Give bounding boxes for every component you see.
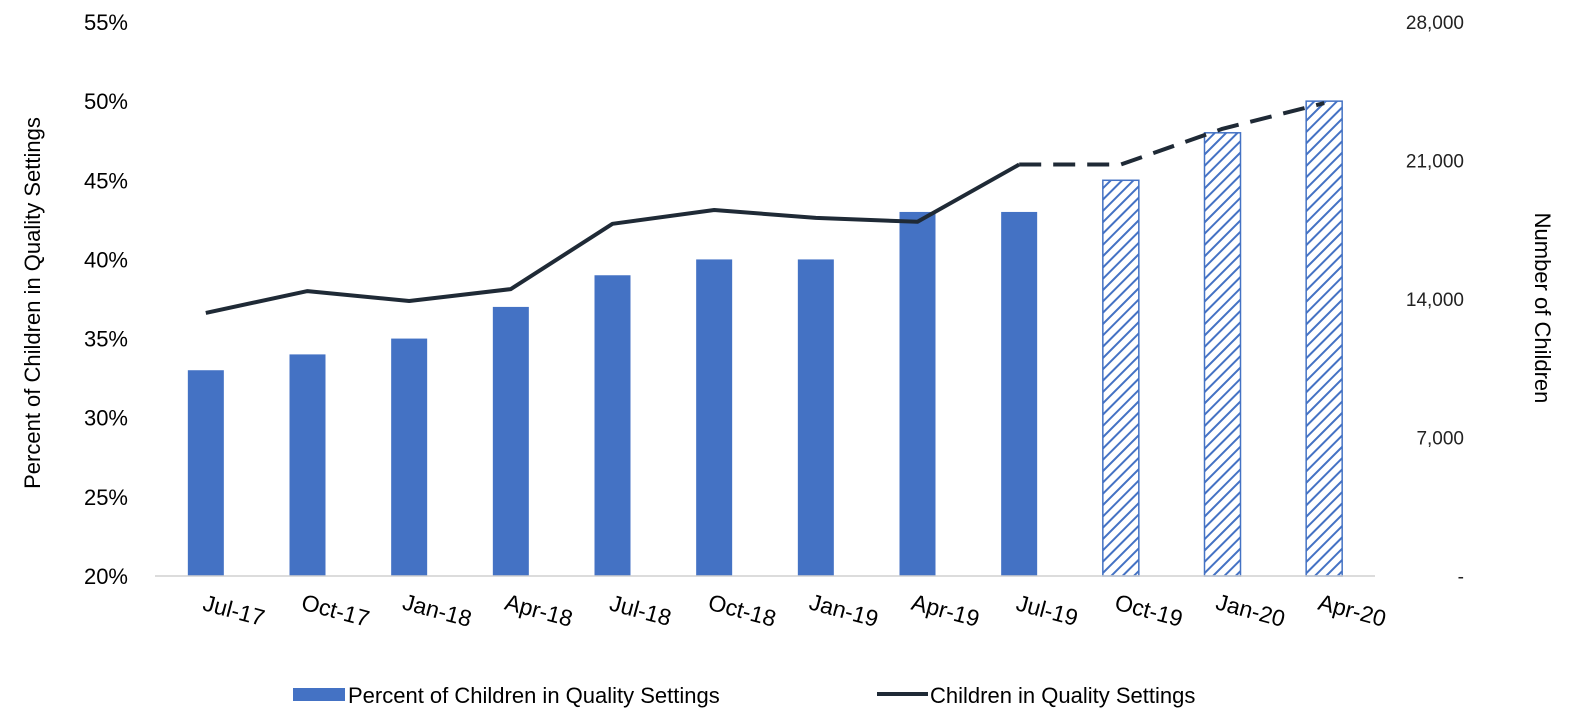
- x-tick-label: Jan-18: [400, 589, 475, 632]
- bar-projected: [1203, 132, 1242, 577]
- y-axis-right-label: Number of Children: [1530, 213, 1555, 404]
- right-axis-ticks: - 7,000 14,000 21,000 28,000: [1406, 13, 1464, 588]
- bar: [696, 259, 733, 576]
- x-tick-label: Oct-17: [299, 589, 372, 632]
- y-right-tick-label: 14,000: [1406, 290, 1464, 311]
- bar: [492, 306, 529, 576]
- x-tick-label: Oct-19: [1112, 589, 1185, 632]
- line-series: [205, 101, 1325, 315]
- legend-label-count: Children in Quality Settings: [930, 683, 1195, 708]
- y-left-tick-label: 55%: [84, 10, 128, 35]
- x-tick-label: Apr-18: [502, 589, 575, 632]
- bar: [594, 275, 631, 576]
- x-tick-label: Oct-18: [706, 589, 779, 632]
- x-tick-label: Jan-19: [807, 589, 882, 632]
- y-left-tick-label: 25%: [84, 485, 128, 510]
- bar-projected: [1102, 179, 1140, 577]
- legend-item-percent: Percent of Children in Quality Settings: [293, 683, 720, 708]
- x-tick-label: Apr-20: [1316, 589, 1389, 632]
- left-axis-ticks: 20% 25% 30% 35% 40% 45% 50% 55%: [84, 10, 128, 589]
- y-right-tick-label: 28,000: [1406, 13, 1464, 34]
- x-tick-label: Jul-17: [200, 590, 267, 631]
- bar: [1001, 211, 1038, 576]
- x-tick-label: Jul-19: [1014, 590, 1081, 631]
- y-left-tick-label: 50%: [84, 89, 128, 114]
- y-axis-left-label: Percent of Children in Quality Settings: [20, 117, 45, 489]
- x-axis-ticks: Jul-17 Oct-17 Jan-18 Apr-18 Jul-18 Oct-18 Jan-…: [200, 589, 1389, 632]
- x-tick-label: Jul-18: [607, 590, 674, 631]
- line-actual: [205, 162, 1021, 315]
- bar-projected: [1305, 100, 1343, 577]
- x-tick-label: Apr-19: [909, 589, 982, 632]
- legend: Percent of Children in Quality Settings …: [293, 683, 1195, 708]
- x-tick-label: Jan-20: [1213, 589, 1288, 632]
- bar-series: [187, 100, 1343, 577]
- legend-item-count: Children in Quality Settings: [877, 683, 1195, 708]
- y-left-tick-label: 45%: [84, 168, 128, 193]
- line-projected: [1019, 101, 1325, 167]
- y-left-tick-label: 30%: [84, 406, 128, 431]
- bar: [391, 338, 428, 576]
- legend-swatch-bar: [293, 688, 345, 701]
- bar: [187, 370, 224, 576]
- legend-label-percent: Percent of Children in Quality Settings: [348, 683, 720, 708]
- bar: [289, 354, 326, 576]
- y-right-tick-label: 7,000: [1416, 429, 1464, 450]
- bar: [899, 211, 936, 576]
- y-right-tick-label: 21,000: [1406, 152, 1464, 173]
- y-right-tick-label: -: [1458, 567, 1464, 588]
- y-left-tick-label: 35%: [84, 327, 128, 352]
- y-left-tick-label: 40%: [84, 247, 128, 272]
- y-left-tick-label: 20%: [84, 564, 128, 589]
- bar: [797, 259, 834, 576]
